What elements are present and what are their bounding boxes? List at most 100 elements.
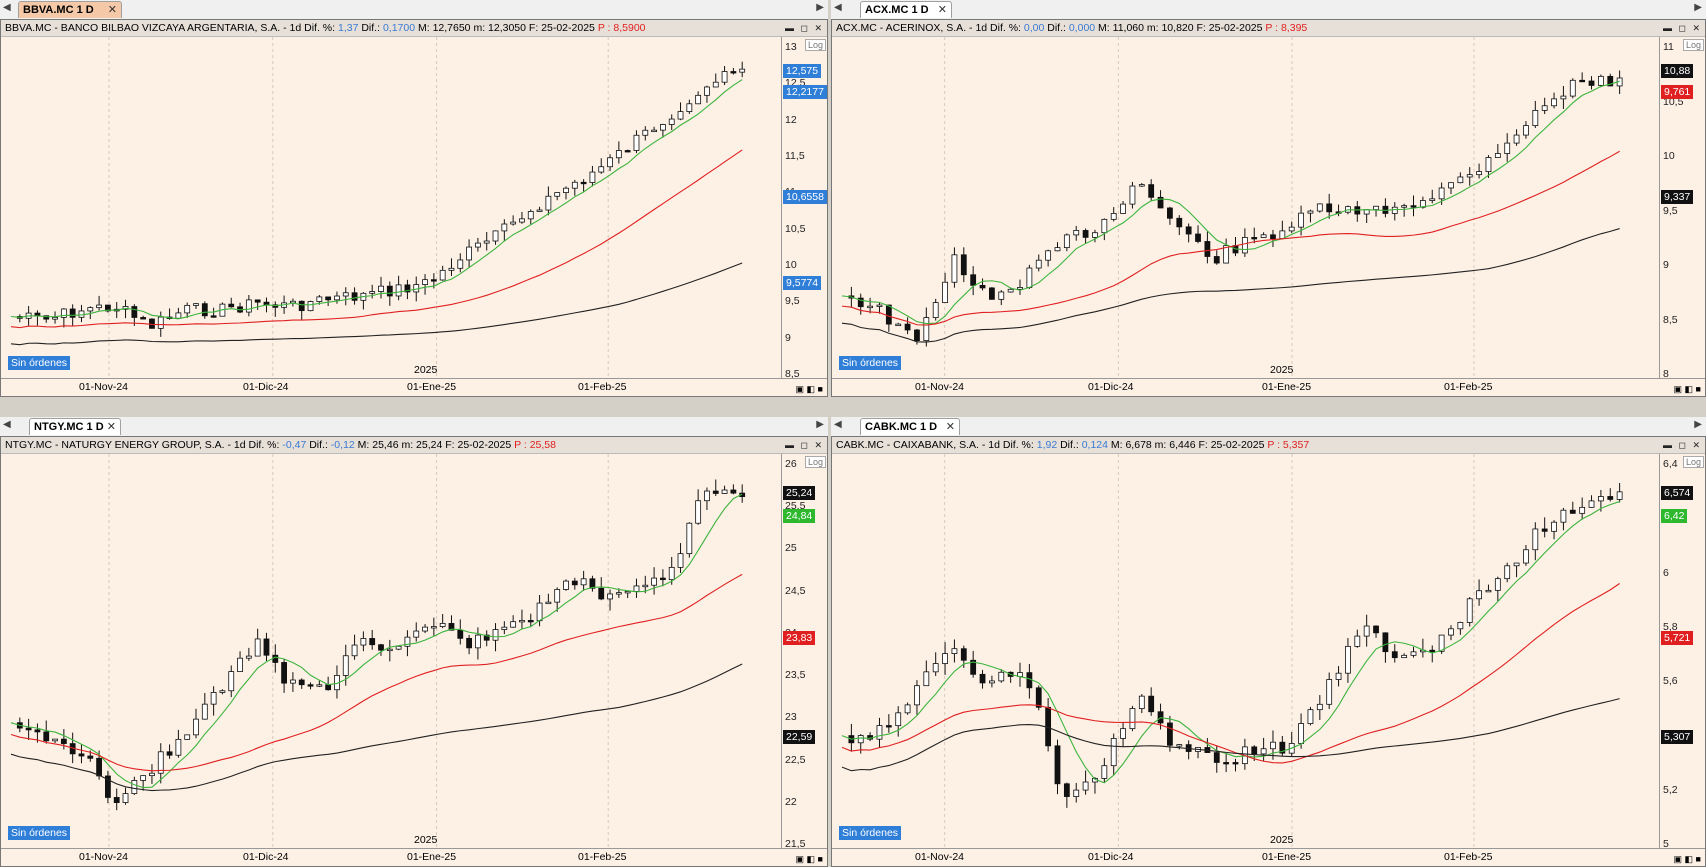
candle-body <box>1120 728 1126 739</box>
candle-body <box>1260 234 1267 238</box>
candle-body <box>1307 709 1314 724</box>
log-scale-toggle[interactable]: Log <box>804 456 826 468</box>
y-axis[interactable]: Log2625,52524,52423,52322,52221,525,2424… <box>781 454 827 850</box>
candle-body <box>1035 687 1042 708</box>
chart-pane-acx[interactable]: ACX.MC - ACERINOX, S.A. - 1d Dif. %: 0,0… <box>831 19 1706 397</box>
chart-tools-icon[interactable]: ▣ ◧ ■ <box>1673 384 1701 394</box>
tab-scroll-right-icon[interactable]: ▶ <box>1694 2 1702 13</box>
window-controls[interactable]: ▬ ◻ ✕ <box>784 440 824 450</box>
close-icon[interactable]: ✕ <box>937 4 947 16</box>
tab-scroll-left-icon[interactable]: ◀ <box>3 2 11 13</box>
orders-status-badge[interactable]: Sin órdenes <box>839 356 902 370</box>
log-scale-toggle[interactable]: Log <box>1682 39 1704 51</box>
y-tick-label: 5,2 <box>1663 784 1678 796</box>
candle-body <box>1523 549 1529 564</box>
orders-status-badge[interactable]: Sin órdenes <box>839 826 902 840</box>
candle-body <box>34 312 41 317</box>
candle-body <box>970 659 977 675</box>
tab-scroll-right-icon[interactable]: ▶ <box>816 419 824 430</box>
candle-body <box>272 654 279 663</box>
candle-body <box>131 780 138 794</box>
candle-body <box>998 291 1005 300</box>
candle-body <box>1607 75 1614 87</box>
tab-scroll-left-icon[interactable]: ◀ <box>834 419 842 430</box>
tab-scroll-left-icon[interactable]: ◀ <box>3 419 11 430</box>
close-icon[interactable]: ✕ <box>106 421 116 433</box>
close-icon[interactable]: ✕ <box>945 421 955 433</box>
candle-body <box>510 621 517 628</box>
price-value: P : 8,5900 <box>597 22 646 34</box>
close-icon[interactable]: ✕ <box>107 4 117 16</box>
candle-body <box>660 577 666 581</box>
chart-pane-cabk[interactable]: CABK.MC - CAIXABANK, S.A. - 1d Dif. %: 1… <box>831 436 1706 867</box>
candle-body <box>457 629 464 639</box>
tab-ntgy[interactable]: NTGY.MC 1 D ✕ <box>29 418 121 435</box>
log-scale-toggle[interactable]: Log <box>1682 456 1704 468</box>
dif-label: Dif.: <box>361 22 381 34</box>
candle-body <box>695 94 702 105</box>
window-controls[interactable]: ▬ ◻ ✕ <box>1662 23 1702 33</box>
price-chart[interactable] <box>1 37 781 378</box>
y-tick-label: 10 <box>1663 150 1675 162</box>
tab-scroll-left-icon[interactable]: ◀ <box>834 2 842 13</box>
price-level-label: 9,5774 <box>783 276 822 290</box>
candle-body <box>325 684 332 691</box>
candle-body <box>1307 210 1314 214</box>
tab-acx[interactable]: ACX.MC 1 D ✕ <box>860 1 952 18</box>
price-chart[interactable] <box>832 454 1659 848</box>
candle-body <box>1485 589 1492 593</box>
candle-body <box>885 725 892 728</box>
tab-cabk[interactable]: CABK.MC 1 D ✕ <box>860 418 960 435</box>
x-tick-label: 01-Ene-25 <box>407 851 457 863</box>
candle-body <box>554 192 561 197</box>
dif-pct-label: Dif. %: <box>990 22 1021 34</box>
candle-body <box>378 644 384 651</box>
price-chart[interactable] <box>832 37 1659 378</box>
candle-body <box>712 81 719 88</box>
chart-tools-icon[interactable]: ▣ ◧ ■ <box>795 384 823 394</box>
candle-body <box>668 118 675 125</box>
candle-body <box>545 195 552 211</box>
date-value: F: 25-02-2025 <box>1196 22 1263 34</box>
price-value: P : 25,58 <box>514 439 556 451</box>
window-controls[interactable]: ▬ ◻ ✕ <box>1662 440 1702 450</box>
tab-scroll-right-icon[interactable]: ▶ <box>1694 419 1702 430</box>
chart-pane-ntgy[interactable]: NTGY.MC - NATURGY ENERGY GROUP, S.A. - 1… <box>0 436 828 867</box>
candle-body <box>642 129 649 136</box>
vertical-splitter[interactable] <box>828 0 831 867</box>
instrument-title: ACX.MC - ACERINOX, S.A. - 1d <box>836 22 988 34</box>
y-axis[interactable]: Log6,46,265,85,65,45,256,5746,425,7215,3… <box>1659 454 1705 850</box>
y-tick-label: 8,5 <box>1663 314 1678 326</box>
chart-pane-bbva[interactable]: BBVA.MC - BANCO BILBAO VIZCAYA ARGENTARI… <box>0 19 828 397</box>
chart-tools-icon[interactable]: ▣ ◧ ■ <box>1673 854 1701 864</box>
candle-body <box>1195 233 1201 242</box>
orders-status-badge[interactable]: Sin órdenes <box>8 356 71 370</box>
candle-body <box>885 304 892 325</box>
candle-body <box>52 317 58 320</box>
price-level-label: 10,6558 <box>783 190 827 204</box>
date-value: F: 25-02-2025 <box>528 22 595 34</box>
window-controls[interactable]: ▬ ◻ ✕ <box>784 23 824 33</box>
candle-body <box>1551 98 1557 107</box>
orders-status-badge[interactable]: Sin órdenes <box>8 826 71 840</box>
candle-body <box>175 312 182 319</box>
y-axis[interactable]: Log 11 10,5 10 9,5 9 8,5 8 10,88 9,761 9,337 <box>1659 37 1705 380</box>
candle-body <box>1176 744 1183 747</box>
tab-scroll-right-icon[interactable]: ▶ <box>816 2 824 13</box>
price-chart[interactable] <box>1 454 781 848</box>
y-axis[interactable]: Log1312,51211,51110,5109,598,512,57512,2… <box>781 37 827 380</box>
chart-tools-icon[interactable]: ▣ ◧ ■ <box>795 854 823 864</box>
x-tick-label: 01-Dic-24 <box>1088 381 1134 393</box>
candle-body <box>519 620 525 623</box>
sma-slow-line <box>841 698 1620 772</box>
candle-body <box>904 323 911 331</box>
candle-body <box>395 284 402 297</box>
candle-body <box>113 797 120 803</box>
candle-body <box>1251 237 1258 240</box>
candle-body <box>1438 187 1445 200</box>
log-scale-toggle[interactable]: Log <box>804 39 826 51</box>
candle-body <box>457 259 464 269</box>
y-tick-label: 12 <box>785 114 797 126</box>
horizontal-splitter[interactable] <box>0 397 1706 417</box>
tab-bbva[interactable]: BBVA.MC 1 D ✕ <box>18 1 122 18</box>
